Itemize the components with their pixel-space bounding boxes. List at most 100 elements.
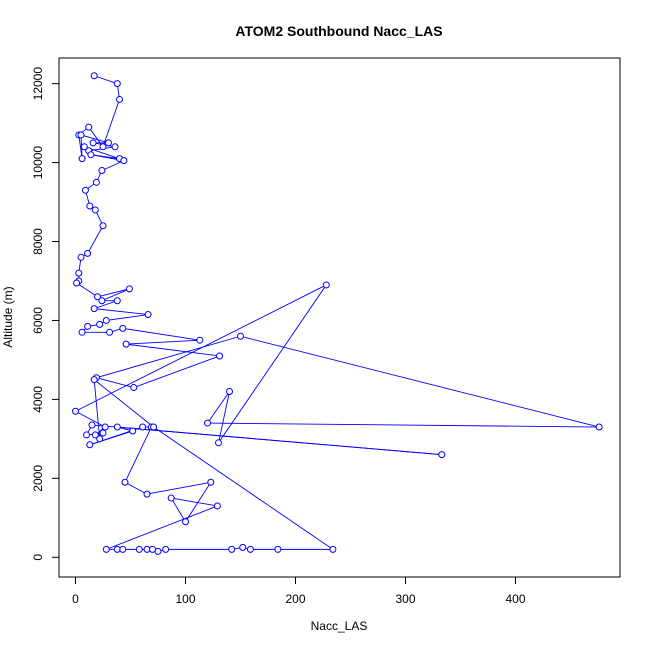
series-line-segment	[207, 422, 600, 428]
series-line-segment	[240, 335, 600, 428]
data-point	[86, 202, 94, 210]
series-line-segment	[106, 314, 149, 321]
series-line-segment	[117, 426, 442, 456]
data-point	[215, 439, 222, 447]
series-line-segment	[146, 481, 211, 495]
data-point	[226, 388, 233, 395]
data-point	[239, 543, 247, 551]
data-point	[90, 376, 98, 384]
chart-title: ATOM2 Southbound Nacc_LAS	[235, 23, 442, 39]
data-point	[143, 490, 151, 498]
data-point	[113, 80, 121, 88]
data-point	[246, 545, 254, 553]
data-point	[87, 151, 95, 159]
series-line-segment	[207, 391, 230, 424]
x-tick-label: 200	[285, 592, 305, 606]
series-line-segment	[106, 505, 218, 550]
series-line-segment	[75, 410, 106, 428]
series-line-segment	[170, 497, 186, 522]
data-point	[154, 547, 162, 555]
data-point	[96, 435, 104, 443]
data-point	[91, 206, 99, 214]
series-line-segment	[88, 126, 104, 148]
data-point	[167, 494, 175, 502]
data-point	[85, 123, 93, 131]
data-point	[101, 423, 109, 431]
data-point	[86, 441, 94, 449]
series-line-segment	[124, 481, 148, 495]
data-point	[322, 281, 330, 289]
data-point	[102, 316, 110, 324]
data-point	[237, 332, 244, 340]
series-line-segment	[133, 355, 220, 388]
data-point	[135, 545, 143, 553]
data-point	[121, 478, 129, 486]
data-point	[595, 423, 603, 431]
x-tick-label: 400	[505, 592, 525, 606]
data-point	[90, 305, 98, 313]
y-axis-label: Altitude (m)	[1, 286, 15, 347]
series-line-segment	[124, 426, 152, 483]
series-line-segment	[126, 343, 220, 357]
data-point	[98, 166, 106, 174]
series-line-segment	[94, 300, 118, 310]
data-point	[438, 451, 446, 459]
data-point	[130, 384, 138, 392]
series-line-segment	[93, 379, 101, 439]
y-tick-label: 8000	[31, 228, 45, 255]
data-point	[274, 545, 282, 553]
y-tick-label: 4000	[31, 386, 45, 413]
data-point	[77, 253, 85, 261]
data-point	[111, 143, 119, 151]
data-point	[94, 293, 101, 301]
data-point	[125, 285, 133, 293]
series-line-segment	[75, 284, 327, 412]
data-point	[72, 407, 79, 415]
data-point	[78, 155, 86, 163]
data-point	[150, 423, 158, 431]
series-line-segment	[126, 339, 200, 345]
data-point	[129, 427, 137, 435]
data-point	[99, 222, 107, 230]
data-point	[89, 139, 97, 147]
data-point	[216, 352, 224, 360]
y-tick-label: 12000	[31, 67, 45, 101]
series-line-segment	[218, 284, 327, 444]
data-point	[83, 431, 90, 439]
series-line-segment	[94, 308, 149, 315]
data-point	[196, 336, 204, 344]
series-line-segment	[97, 288, 130, 298]
data-point	[144, 311, 152, 319]
data-point	[96, 320, 104, 328]
y-tick-label: 0	[31, 554, 45, 561]
data-point	[80, 143, 88, 151]
data-point	[99, 429, 107, 437]
data-point	[139, 423, 147, 431]
data-point	[120, 157, 128, 165]
data-point	[92, 178, 100, 186]
data-point	[116, 95, 123, 103]
data-point	[106, 328, 114, 336]
data-point	[119, 324, 127, 332]
series-line-segment	[101, 288, 130, 302]
series-line-segment	[80, 134, 109, 144]
series-line-segment	[96, 335, 241, 379]
data-point	[113, 297, 121, 305]
data-point	[207, 478, 215, 486]
x-tick-label: 0	[72, 592, 79, 606]
series-line-segment	[218, 391, 230, 443]
data-point	[84, 249, 92, 257]
series-line-segment	[102, 99, 120, 147]
series-line-segment	[171, 497, 218, 507]
data-point	[98, 297, 106, 305]
series-line-segment	[76, 282, 98, 298]
data-point	[99, 143, 107, 151]
data-point	[102, 545, 110, 553]
series-line-segment	[93, 379, 154, 428]
data-point	[105, 139, 112, 147]
data-point	[329, 545, 337, 553]
data-point	[119, 545, 127, 553]
data-point	[162, 545, 170, 553]
data-point	[81, 186, 89, 194]
